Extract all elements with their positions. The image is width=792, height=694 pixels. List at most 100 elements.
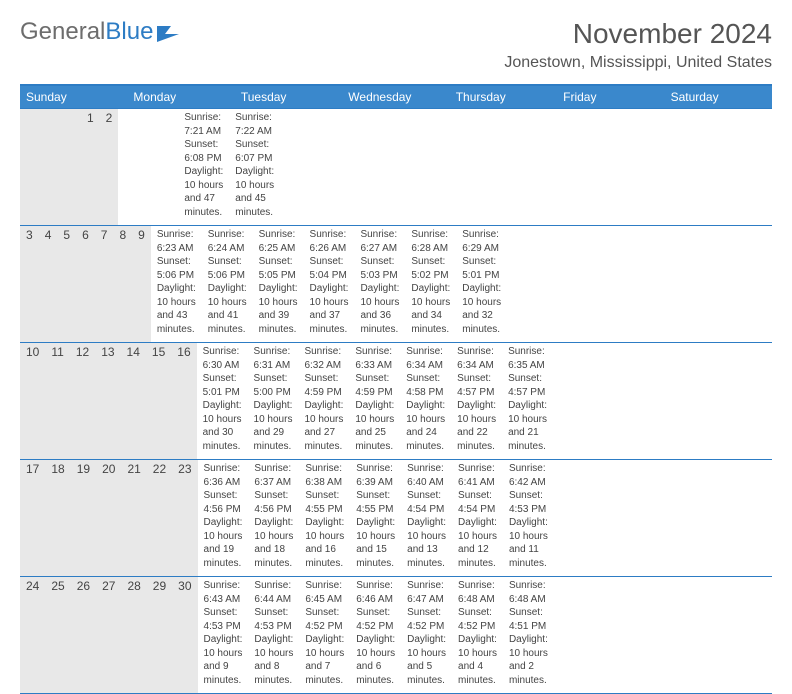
sunset-text: Sunset: 5:02 PM: [411, 255, 450, 282]
sunrise-text: Sunrise: 6:35 AM: [508, 345, 547, 372]
day-cell: Sunrise: 6:48 AMSunset: 4:51 PMDaylight:…: [503, 577, 554, 693]
day-number: [69, 109, 81, 127]
weekday-header: Monday: [127, 86, 234, 108]
daylight-text: and 47 minutes.: [184, 192, 223, 219]
day-cell: [166, 109, 178, 225]
daylight-text: Daylight: 10 hours: [208, 282, 247, 309]
daylight-text: Daylight: 10 hours: [458, 633, 497, 660]
daylight-text: Daylight: 10 hours: [184, 165, 223, 192]
sunset-text: Sunset: 4:52 PM: [407, 606, 446, 633]
day-cell: Sunrise: 6:25 AMSunset: 5:05 PMDaylight:…: [253, 226, 304, 342]
daylight-text: Daylight: 10 hours: [310, 282, 349, 309]
sunrise-text: Sunrise: 6:31 AM: [254, 345, 293, 372]
sunset-text: Sunset: 4:53 PM: [509, 489, 548, 516]
daylight-text: and 22 minutes.: [457, 426, 496, 453]
sunset-text: Sunset: 5:00 PM: [254, 372, 293, 399]
day-cell: [118, 109, 130, 225]
day-number: 30: [172, 577, 197, 595]
daylight-text: and 4 minutes.: [458, 660, 497, 687]
day-number: 24: [20, 577, 45, 595]
sunrise-text: Sunrise: 6:42 AM: [509, 462, 548, 489]
sunrise-text: Sunrise: 6:26 AM: [310, 228, 349, 255]
sunrise-text: Sunrise: 6:38 AM: [305, 462, 344, 489]
calendar: Sunday Monday Tuesday Wednesday Thursday…: [20, 84, 772, 694]
sunrise-text: Sunrise: 6:34 AM: [406, 345, 445, 372]
daylight-text: Daylight: 10 hours: [235, 165, 274, 192]
sunset-text: Sunset: 4:57 PM: [457, 372, 496, 399]
daylight-text: Daylight: 10 hours: [355, 399, 394, 426]
day-cell: Sunrise: 6:43 AMSunset: 4:53 PMDaylight:…: [198, 577, 249, 693]
calendar-week: 10111213141516Sunrise: 6:30 AMSunset: 5:…: [20, 342, 772, 459]
sunrise-text: Sunrise: 6:30 AM: [203, 345, 242, 372]
daylight-text: Daylight: 10 hours: [304, 399, 343, 426]
daylight-text: Daylight: 10 hours: [259, 282, 298, 309]
daylight-text: and 9 minutes.: [204, 660, 243, 687]
daylight-text: and 21 minutes.: [508, 426, 547, 453]
day-cell: Sunrise: 6:28 AMSunset: 5:02 PMDaylight:…: [405, 226, 456, 342]
sunrise-text: Sunrise: 7:22 AM: [235, 111, 274, 138]
day-number: 1: [81, 109, 100, 127]
sunset-text: Sunset: 4:52 PM: [356, 606, 395, 633]
daylight-text: Daylight: 10 hours: [407, 633, 446, 660]
day-number: 26: [71, 577, 96, 595]
day-body-row: Sunrise: 6:30 AMSunset: 5:01 PMDaylight:…: [197, 343, 553, 459]
title-block: November 2024 Jonestown, Mississippi, Un…: [504, 18, 772, 72]
day-cell: Sunrise: 6:45 AMSunset: 4:52 PMDaylight:…: [299, 577, 350, 693]
day-number: 4: [39, 226, 58, 244]
sunset-text: Sunset: 4:54 PM: [407, 489, 446, 516]
daylight-text: and 16 minutes.: [305, 543, 344, 570]
daylight-text: Daylight: 10 hours: [406, 399, 445, 426]
daylight-text: Daylight: 10 hours: [508, 399, 547, 426]
calendar-week: 3456789Sunrise: 6:23 AMSunset: 5:06 PMDa…: [20, 225, 772, 342]
day-number: 23: [172, 460, 197, 478]
day-cell: Sunrise: 6:35 AMSunset: 4:57 PMDaylight:…: [502, 343, 553, 459]
daylight-text: Daylight: 10 hours: [254, 516, 293, 543]
daylight-text: and 18 minutes.: [254, 543, 293, 570]
sunset-text: Sunset: 4:51 PM: [509, 606, 548, 633]
sunrise-text: Sunrise: 6:23 AM: [157, 228, 196, 255]
daylight-text: Daylight: 10 hours: [407, 516, 446, 543]
logo-flag-icon: [157, 22, 183, 42]
day-cell: Sunrise: 6:32 AMSunset: 4:59 PMDaylight:…: [298, 343, 349, 459]
daylight-text: Daylight: 10 hours: [254, 399, 293, 426]
daylight-text: and 24 minutes.: [406, 426, 445, 453]
sunset-text: Sunset: 4:56 PM: [254, 489, 293, 516]
daylight-text: and 27 minutes.: [304, 426, 343, 453]
daylight-text: and 2 minutes.: [509, 660, 548, 687]
day-cell: Sunrise: 6:27 AMSunset: 5:03 PMDaylight:…: [354, 226, 405, 342]
daylight-text: Daylight: 10 hours: [356, 516, 395, 543]
sunrise-text: Sunrise: 6:32 AM: [304, 345, 343, 372]
daylight-text: and 7 minutes.: [305, 660, 344, 687]
day-cell: Sunrise: 6:44 AMSunset: 4:53 PMDaylight:…: [248, 577, 299, 693]
day-cell: Sunrise: 7:22 AMSunset: 6:07 PMDaylight:…: [229, 109, 280, 225]
day-cell: Sunrise: 6:38 AMSunset: 4:55 PMDaylight:…: [299, 460, 350, 576]
day-number: 19: [71, 460, 96, 478]
daylight-text: Daylight: 10 hours: [411, 282, 450, 309]
sunset-text: Sunset: 5:01 PM: [462, 255, 501, 282]
day-body-row: Sunrise: 6:23 AMSunset: 5:06 PMDaylight:…: [151, 226, 507, 342]
daylight-text: Daylight: 10 hours: [204, 516, 243, 543]
sunrise-text: Sunrise: 6:45 AM: [305, 579, 344, 606]
day-number-row: 17181920212223: [20, 460, 198, 576]
daylight-text: and 11 minutes.: [509, 543, 548, 570]
header: GeneralBlue November 2024 Jonestown, Mis…: [20, 18, 772, 72]
day-body-row: Sunrise: 6:43 AMSunset: 4:53 PMDaylight:…: [198, 577, 554, 693]
sunset-text: Sunset: 5:05 PM: [259, 255, 298, 282]
brand-logo: GeneralBlue: [20, 18, 183, 46]
daylight-text: Daylight: 10 hours: [509, 516, 548, 543]
sunrise-text: Sunrise: 7:21 AM: [184, 111, 223, 138]
daylight-text: Daylight: 10 hours: [356, 633, 395, 660]
daylight-text: Daylight: 10 hours: [360, 282, 399, 309]
weekday-header: Tuesday: [235, 86, 342, 108]
day-number: 7: [95, 226, 114, 244]
sunset-text: Sunset: 4:59 PM: [304, 372, 343, 399]
day-cell: Sunrise: 6:34 AMSunset: 4:57 PMDaylight:…: [451, 343, 502, 459]
weekday-header: Sunday: [20, 86, 127, 108]
day-number: 29: [147, 577, 172, 595]
daylight-text: Daylight: 10 hours: [157, 282, 196, 309]
day-number: 8: [113, 226, 132, 244]
day-cell: Sunrise: 6:29 AMSunset: 5:01 PMDaylight:…: [456, 226, 507, 342]
day-number: [32, 109, 44, 127]
day-cell: Sunrise: 6:24 AMSunset: 5:06 PMDaylight:…: [202, 226, 253, 342]
day-number-row: 12: [20, 109, 118, 225]
